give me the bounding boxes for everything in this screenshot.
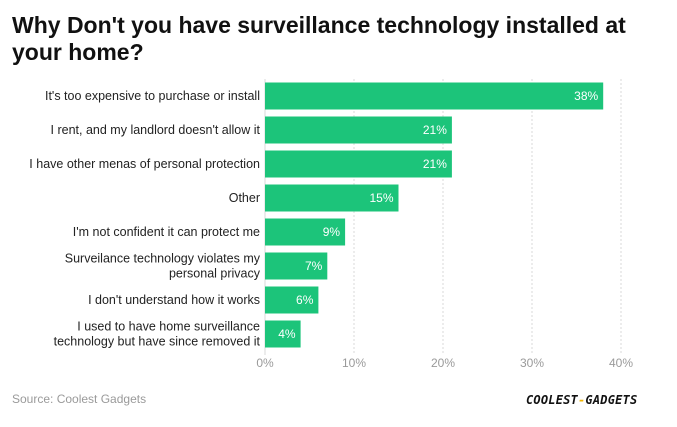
bar: [265, 286, 319, 314]
logo-text-left: COOLEST: [526, 393, 578, 407]
bar: [265, 82, 604, 110]
bar-value-label: 15%: [369, 191, 393, 205]
category-label: It's too expensive to purchase or instal…: [45, 89, 260, 103]
bar-value-label: 6%: [296, 293, 314, 307]
logo-text-right: GADGETS: [585, 393, 638, 407]
x-tick-label: 20%: [431, 356, 455, 370]
bar-value-label: 9%: [323, 225, 341, 239]
bar: [265, 320, 301, 348]
category-label: Surveilance technology violates my person…: [65, 252, 261, 281]
coolest-gadgets-logo: COOLEST-GADGETS: [526, 393, 637, 407]
bar-value-label: 21%: [423, 123, 447, 137]
category-label: I don't understand how it works: [88, 293, 260, 307]
bar-value-label: 7%: [305, 259, 323, 273]
chart-title: Why Don't you have surveillance technolo…: [12, 12, 626, 65]
source-note: Source: Coolest Gadgets: [12, 392, 147, 406]
x-tick-label: 0%: [256, 356, 274, 370]
category-label: I used to have home surveillance technolo…: [54, 320, 261, 349]
x-tick-label: 40%: [609, 356, 633, 370]
bar: [265, 252, 328, 280]
bar-value-label: 21%: [423, 157, 447, 171]
bar: [265, 218, 346, 246]
bar: [265, 116, 452, 144]
bar-value-label: 4%: [278, 327, 296, 341]
x-tick-label: 30%: [520, 356, 544, 370]
bar: [265, 150, 452, 178]
category-label: Other: [229, 191, 260, 205]
logo-dash: -: [577, 393, 586, 407]
x-tick-label: 10%: [342, 356, 366, 370]
category-label: I'm not confident it can protect me: [73, 225, 260, 239]
category-label: I rent, and my landlord doesn't allow it: [51, 123, 261, 137]
bar: [265, 184, 399, 212]
bar-value-label: 38%: [574, 89, 598, 103]
category-label: I have other menas of personal protectio…: [29, 157, 260, 171]
